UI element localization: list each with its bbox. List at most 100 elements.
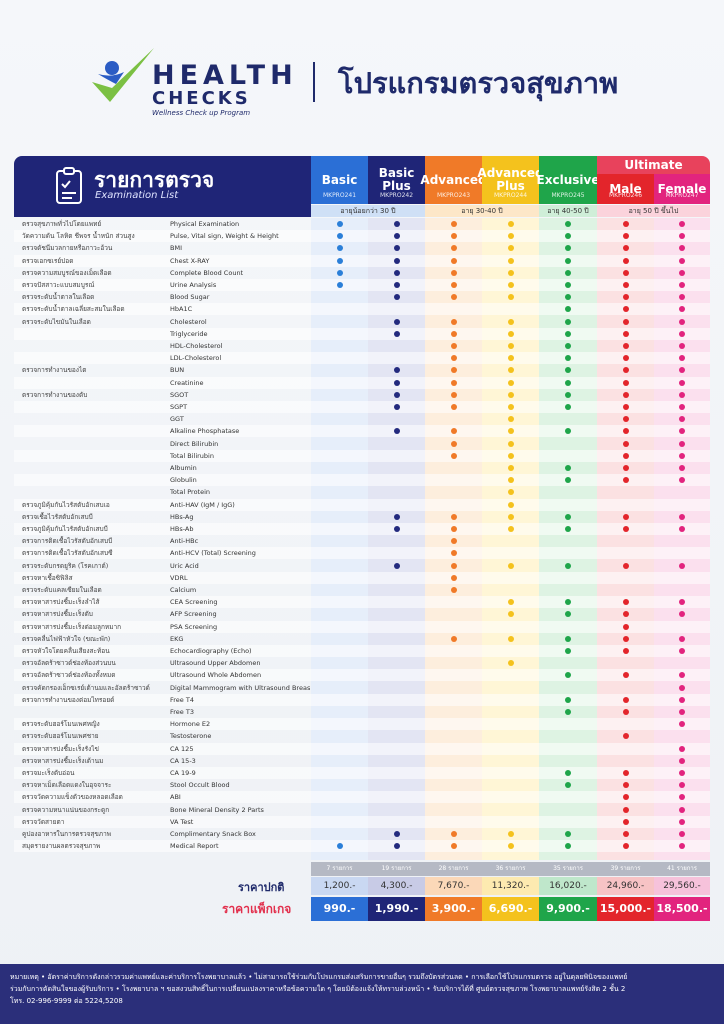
included-dot	[450, 550, 457, 557]
package-header-2: Advanced MKPRO243	[420, 156, 487, 204]
exam-name-thai: ตรวจปัสสาวะแบบสมบูรณ์	[22, 281, 95, 289]
exam-name-thai: วัดความดัน โลหิต ชีพจร น้ำหนัก ส่วนสูง	[22, 232, 135, 241]
included-dot	[565, 245, 571, 252]
exam-name-english: Testosterone	[170, 732, 212, 741]
included-dot	[507, 526, 514, 532]
included-dot	[622, 294, 629, 301]
included-dot	[679, 379, 685, 386]
package-header-1: Basic Plus MKPRO242	[368, 156, 425, 204]
exam-name-english: ABI	[170, 793, 181, 802]
included-dot	[565, 513, 571, 520]
exam-name-english: Chest X-RAY	[170, 256, 210, 265]
included-dot	[622, 269, 629, 276]
included-dot	[507, 343, 514, 349]
included-dot	[679, 294, 685, 301]
table-row: Alkaline Phosphatase	[14, 425, 710, 438]
included-dot	[679, 818, 685, 825]
package-name: Exclusive	[536, 172, 600, 187]
exam-name-english: Stool Occult Blood	[170, 781, 230, 790]
included-dot	[565, 770, 571, 776]
table-row: ตรวจความสมบูรณ์ของเม็ดเลือด Complete Bloo…	[14, 267, 710, 279]
exam-name-thai: ตรวจอัลตร้าซาวด์ช่องท้องส่วนบน	[22, 659, 116, 668]
package-price: 6,690.-	[482, 897, 539, 921]
table-row: ตรวจวัดความแข็งตัวของหลอดเลือด ABI	[14, 791, 710, 804]
package-price-label: ราคาแพ็กเกจ	[222, 902, 292, 916]
included-dot	[507, 831, 514, 837]
exam-name-english: HbA1C	[170, 305, 193, 314]
included-dot	[393, 843, 400, 850]
table-row: ตรวจสุขภาพทั่วไปโดยแพทย์ Physical Examina…	[14, 218, 710, 230]
included-dot	[565, 782, 571, 789]
exam-name-thai: ตรวจดัชนีมวลกายหรือภาวะอ้วน	[22, 244, 113, 253]
exam-name-english: Physical Examination	[170, 220, 240, 228]
regular-price: 24,960.-	[597, 877, 654, 895]
included-dot	[393, 513, 400, 520]
package-price: 18,500.-	[654, 897, 710, 921]
table-row: LDL-Cholesterol	[14, 352, 710, 365]
included-dot	[507, 660, 514, 667]
included-dot	[336, 257, 343, 264]
included-dot	[622, 391, 629, 398]
table-row: สมุดรายงานผลตรวจสุขภาพ Medical Report	[14, 840, 710, 853]
table-row: Creatinine	[14, 376, 710, 389]
item-count: 7 รายการ	[311, 862, 368, 876]
included-dot	[565, 635, 571, 642]
exam-name-english: Free T4	[170, 695, 194, 704]
included-dot	[679, 330, 685, 337]
included-dot	[507, 843, 514, 850]
exam-name-english: HBs-Ag	[170, 512, 194, 521]
included-dot	[565, 282, 571, 288]
regular-price: 4,300.-	[368, 877, 425, 895]
included-dot	[679, 416, 685, 423]
included-dot	[450, 391, 457, 398]
exam-name-thai: ตรวจระดับแคลเซียมในเลือด	[22, 586, 102, 594]
package-name: Basic Plus	[378, 166, 415, 193]
exam-name-english: CA 125	[170, 744, 194, 753]
included-dot	[393, 379, 400, 386]
included-dot	[679, 599, 685, 606]
included-dot	[450, 562, 457, 569]
included-dot	[507, 562, 514, 569]
item-count: 39 รายการ	[597, 862, 654, 876]
page-title: โปรแกรมตรวจสุขภาพ	[338, 66, 619, 100]
included-dot	[507, 269, 514, 276]
included-dot	[565, 221, 571, 227]
exam-name-english: Complete Blood Count	[170, 268, 244, 277]
clipboard-icon	[56, 167, 82, 204]
included-dot	[622, 416, 629, 423]
table-row: ตรวจการทำงานของไต BUN	[14, 364, 710, 376]
included-dot	[507, 330, 514, 337]
included-dot	[622, 282, 629, 288]
included-dot	[507, 489, 514, 496]
exam-name-thai: ตรวจความหนาแน่นของกระดูก	[22, 805, 110, 814]
package-header-6: Female MKPRO247	[654, 174, 710, 204]
table-row: Total Bilirubin	[14, 449, 710, 462]
item-count: 19 รายการ	[368, 862, 425, 876]
exam-name-english: BUN	[170, 366, 185, 375]
exam-name-english: Echocardiography (Echo)	[170, 647, 252, 655]
included-dot	[679, 562, 685, 569]
package-code: MKPRO241	[322, 192, 357, 199]
included-dot	[393, 221, 400, 227]
included-dot	[393, 294, 400, 301]
package-header-0: Basic MKPRO241	[311, 156, 368, 204]
package-code: MKPRO246	[608, 192, 643, 199]
included-dot	[679, 513, 685, 520]
table-row: Free T3	[14, 706, 710, 718]
included-dot	[679, 355, 685, 362]
included-dot	[622, 733, 629, 740]
included-dot	[450, 233, 457, 240]
included-dot	[622, 782, 629, 789]
included-dot	[679, 843, 685, 850]
included-dot	[450, 282, 457, 288]
included-dot	[507, 416, 514, 423]
exam-name-thai: ตรวจการทำงานของต่อมไทรอยด์	[22, 695, 115, 704]
exam-name-thai: ตรวจวัดความแข็งตัวของหลอดเลือด	[22, 793, 123, 802]
exam-name-english: Free T3	[170, 708, 194, 716]
included-dot	[450, 404, 457, 410]
exam-name-english: HDL-Cholesterol	[170, 342, 223, 350]
included-dot	[622, 440, 629, 447]
included-dot	[507, 233, 514, 240]
exam-name-english: Total Bilirubin	[170, 451, 214, 460]
age-label-young: อายุน้อยกว่า 30 ปี	[311, 205, 425, 217]
